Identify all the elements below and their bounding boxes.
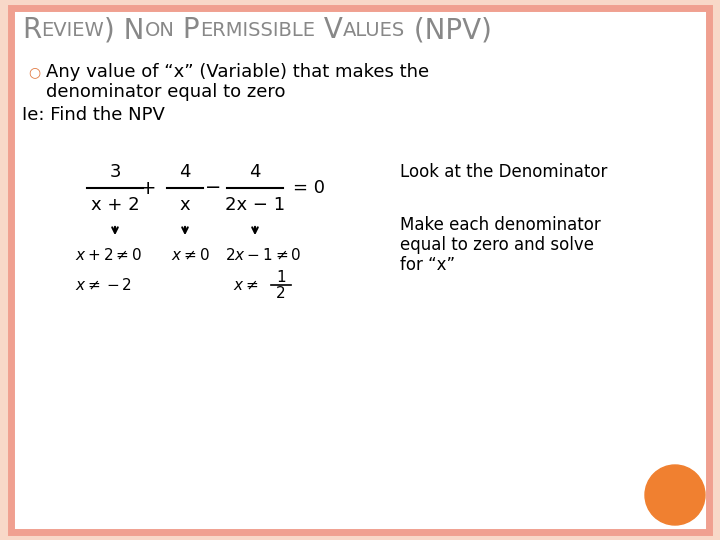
Text: Any value of “x” (Variable) that makes the: Any value of “x” (Variable) that makes t… <box>46 63 429 81</box>
Text: ○: ○ <box>28 65 40 79</box>
Text: P: P <box>174 16 200 44</box>
Circle shape <box>645 465 705 525</box>
Text: ) N: ) N <box>104 16 145 44</box>
Text: x + 2: x + 2 <box>91 196 139 214</box>
Text: 1: 1 <box>276 269 286 285</box>
Text: ON: ON <box>145 21 174 39</box>
Text: ALUES: ALUES <box>343 21 405 39</box>
Text: ERMISSIBLE: ERMISSIBLE <box>200 21 315 39</box>
Text: Ie: Find the NPV: Ie: Find the NPV <box>22 106 165 124</box>
Text: EVIEW: EVIEW <box>41 21 104 39</box>
Text: $2x-1\neq0$: $2x-1\neq0$ <box>225 247 302 263</box>
Text: R: R <box>22 16 41 44</box>
Text: V: V <box>315 16 343 44</box>
Text: $x\neq0$: $x\neq0$ <box>171 247 210 263</box>
Text: 3: 3 <box>109 163 121 181</box>
Text: 4: 4 <box>179 163 191 181</box>
Text: x: x <box>180 196 190 214</box>
Text: 2x − 1: 2x − 1 <box>225 196 285 214</box>
Text: $x\neq$: $x\neq$ <box>233 278 258 293</box>
Text: (NPV): (NPV) <box>405 16 492 44</box>
Text: 4: 4 <box>249 163 261 181</box>
Text: −: − <box>204 179 221 198</box>
Text: $x+2\neq0$: $x+2\neq0$ <box>75 247 142 263</box>
Text: $x\neq-2$: $x\neq-2$ <box>75 277 132 293</box>
Text: +: + <box>140 179 156 198</box>
Text: 2: 2 <box>276 287 286 301</box>
Text: for “x”: for “x” <box>400 256 455 274</box>
Text: Look at the Denominator: Look at the Denominator <box>400 163 608 181</box>
Text: = 0: = 0 <box>293 179 325 197</box>
Text: equal to zero and solve: equal to zero and solve <box>400 236 594 254</box>
Text: Make each denominator: Make each denominator <box>400 216 600 234</box>
Text: denominator equal to zero: denominator equal to zero <box>46 83 286 101</box>
